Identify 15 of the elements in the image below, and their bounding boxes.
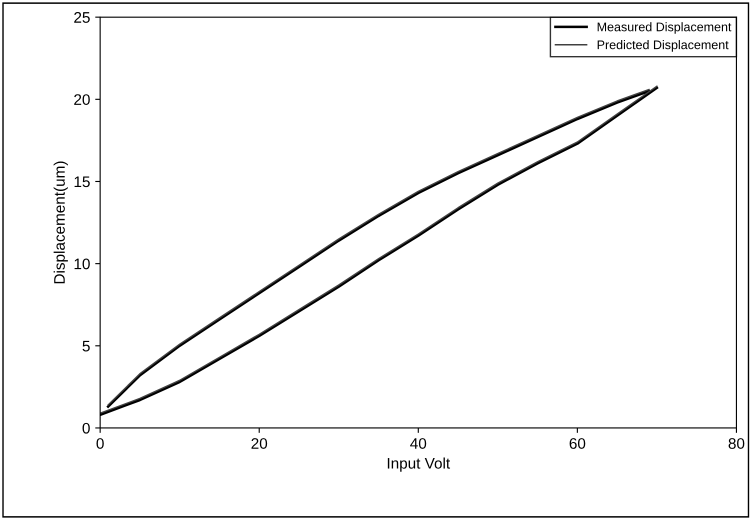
x-axis-title: Input Volt bbox=[388, 457, 450, 472]
y-tick-label: 0 bbox=[82, 422, 90, 434]
y-tick-label: 25 bbox=[74, 12, 90, 23]
x-tick-label: 40 bbox=[410, 438, 426, 449]
y-tick-label: 15 bbox=[74, 176, 90, 188]
legend-label: Measured Displacement bbox=[598, 22, 732, 34]
y-tick-label: 20 bbox=[74, 94, 90, 106]
y-tick-label: 10 bbox=[74, 258, 90, 270]
x-tick-label: 20 bbox=[251, 438, 268, 449]
x-tick-label: 60 bbox=[570, 438, 586, 449]
y-tick-label: 5 bbox=[82, 340, 90, 352]
x-tick-label: 0 bbox=[96, 438, 104, 449]
y-axis-title: Displacement(um) bbox=[54, 162, 68, 284]
legend-label: Predicted Displacement bbox=[598, 40, 729, 52]
x-tick-label: 80 bbox=[728, 438, 744, 449]
